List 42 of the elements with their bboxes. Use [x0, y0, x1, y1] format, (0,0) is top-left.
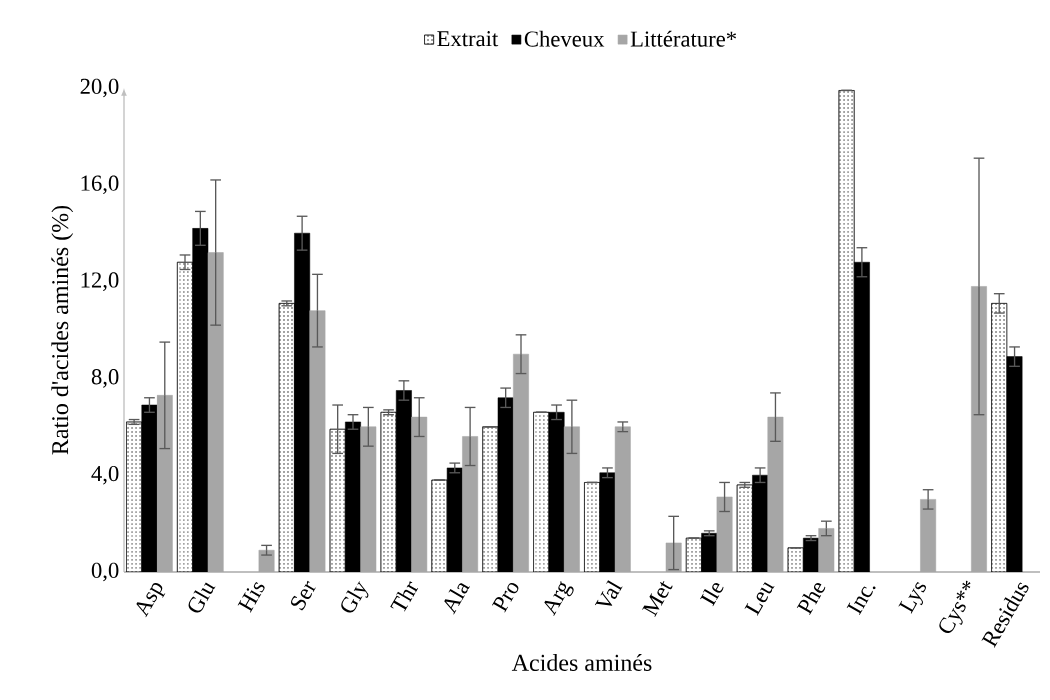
y-tick-label: 4,0	[91, 465, 119, 485]
legend-label: Cheveux	[524, 30, 605, 47]
x-tick-label: Ile	[700, 583, 724, 607]
y-axis-title: Ratio d'acides aminés (%)	[51, 205, 74, 455]
x-tick-label: Arg	[544, 581, 574, 616]
bar	[716, 496, 733, 572]
bar	[309, 310, 326, 572]
legend-label: Extrait	[437, 31, 499, 47]
bar	[971, 286, 987, 572]
bar	[258, 549, 275, 572]
x-tick-label: Gly	[341, 581, 369, 613]
x-tick-label: Asp	[136, 582, 166, 618]
bar	[920, 499, 937, 572]
x-tick-label: Met	[642, 581, 673, 617]
bar	[462, 436, 479, 572]
bar	[207, 252, 224, 572]
x-tick-label: Leu	[744, 582, 775, 616]
x-tick-label: Val	[594, 580, 623, 606]
x-tick-label: Inc.	[846, 586, 876, 616]
legend-label: Littérature*	[630, 30, 737, 47]
y-tick-label: 16,0	[81, 175, 119, 195]
x-axis-title: Acides aminés	[511, 654, 652, 671]
bar	[767, 416, 784, 572]
x-tick-label: Ser	[290, 580, 316, 611]
x-tick-label: His	[237, 582, 265, 613]
bar	[818, 528, 835, 572]
x-tick-label: Thr	[390, 581, 419, 612]
x-tick-label: Pro	[491, 582, 519, 613]
y-tick-label: 8,0	[91, 369, 119, 388]
y-tick-label: 0,0	[91, 562, 119, 582]
x-tick-label: Ala	[444, 583, 470, 615]
bar	[360, 426, 377, 572]
bar	[411, 416, 428, 572]
x-tick-label: Phe	[796, 583, 826, 616]
bar	[156, 395, 173, 572]
x-tick-label: Glu	[188, 582, 216, 613]
bar	[563, 426, 580, 572]
bar	[513, 353, 529, 572]
y-tick-label: 20,0	[80, 78, 119, 98]
x-tick-label: Lys	[898, 582, 926, 614]
bar	[614, 426, 631, 572]
y-tick-label: 12,0	[81, 272, 119, 291]
